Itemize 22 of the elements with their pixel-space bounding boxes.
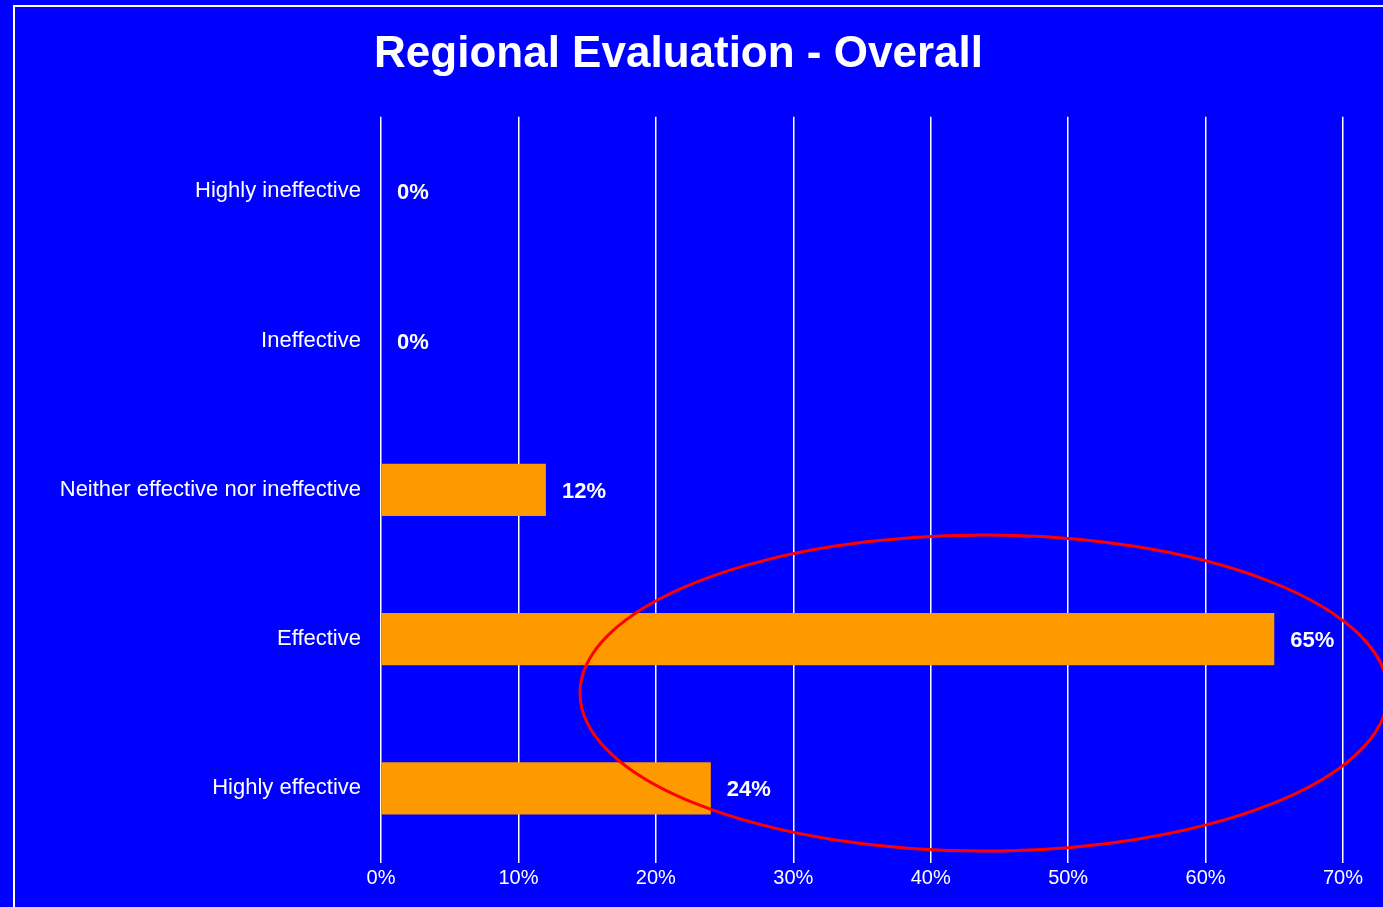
y-tick-label: Highly effective — [212, 774, 361, 800]
x-tick-label: 20% — [635, 865, 677, 888]
y-tick-label: Highly ineffective — [195, 177, 361, 203]
data-label: 12% — [561, 477, 606, 503]
data-label: 65% — [1290, 627, 1335, 653]
data-label: 0% — [397, 328, 429, 354]
x-tick-label: 40% — [910, 865, 951, 888]
bar — [381, 463, 546, 517]
x-tick-label: 70% — [1322, 865, 1364, 888]
chart-title: Regional Evaluation - Overall — [374, 26, 983, 76]
data-label: 24% — [726, 776, 771, 802]
x-tick-label: 10% — [498, 865, 539, 888]
x-tick-label: 60% — [1185, 865, 1226, 888]
y-tick-label: Ineffective — [261, 326, 361, 352]
data-label: 0% — [397, 179, 429, 205]
bar — [381, 762, 711, 815]
y-tick-label: Effective — [277, 625, 361, 651]
x-tick-label: 50% — [1048, 865, 1089, 888]
x-tick-label: 30% — [773, 865, 814, 888]
x-tick-label: 0% — [366, 865, 396, 888]
y-tick-label: Neither effective nor ineffective — [59, 475, 361, 501]
bar — [381, 613, 1275, 666]
